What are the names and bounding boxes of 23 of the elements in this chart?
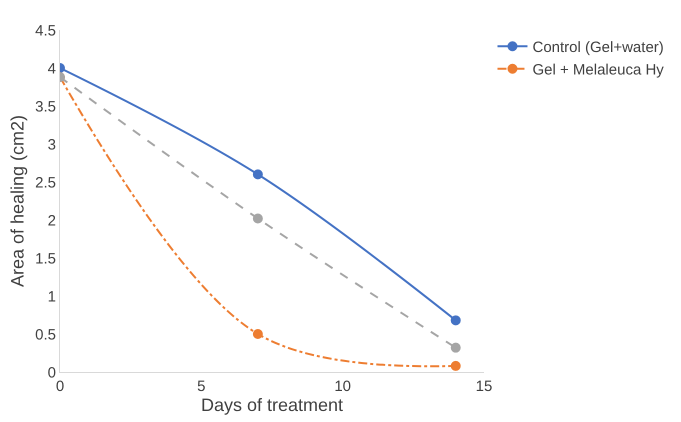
y-tick-label: 2.5 xyxy=(35,174,56,192)
y-axis-title: Area of healing (cm2) xyxy=(7,114,28,288)
x-tick-label: 10 xyxy=(334,378,352,395)
y-tick-label: 0 xyxy=(48,364,56,382)
point xyxy=(450,315,461,326)
y-tick-label: 3 xyxy=(48,136,56,154)
legend-label: Control (Gel+water) xyxy=(532,39,664,56)
x-tick-label: 5 xyxy=(197,378,206,395)
y-tick-label: 1 xyxy=(48,288,56,306)
point xyxy=(450,360,461,371)
point xyxy=(252,169,263,180)
y-tick-label: 1.5 xyxy=(35,250,56,268)
x-tick-label: 15 xyxy=(476,378,492,395)
point xyxy=(450,342,461,353)
legend-label: Gel + Melaleuca Hy xyxy=(532,62,664,79)
point xyxy=(252,329,263,339)
x-axis-title: Days of treatment xyxy=(200,395,344,415)
y-tick-label: 4.5 xyxy=(35,22,56,40)
y-tick-label: 4 xyxy=(48,60,56,78)
y-tick-label: 3.5 xyxy=(35,98,56,116)
y-tick-label: 2 xyxy=(48,212,56,230)
y-tick-label: 0.5 xyxy=(35,326,56,344)
point xyxy=(252,213,263,224)
